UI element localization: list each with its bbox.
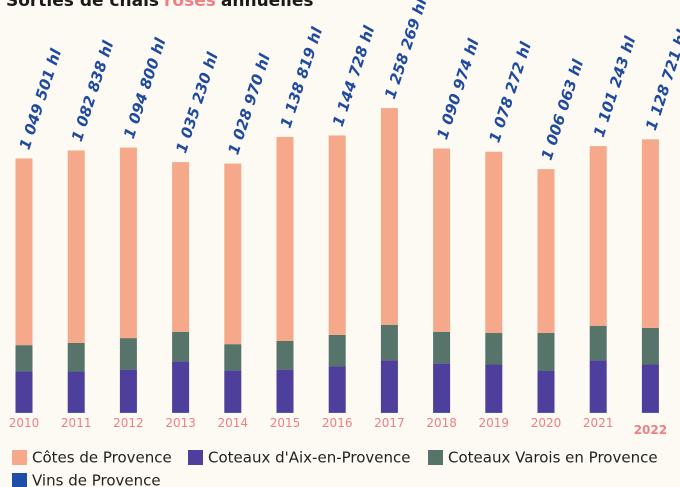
bar-segment [589, 412, 607, 413]
legend-label: Coteaux d'Aix-en-Provence [208, 449, 411, 467]
total-label: 1 138 819 hl [277, 24, 327, 130]
bar-segment [433, 412, 451, 413]
legend-swatch [188, 450, 203, 465]
bar-segment [119, 369, 137, 413]
x-tick-label: 2013 [165, 416, 196, 430]
bar-segment [119, 338, 137, 370]
legend-swatch [428, 450, 443, 465]
bar-segment [276, 136, 294, 342]
x-tick-label: 2015 [270, 416, 301, 430]
chart-title: Sorties de chais rosés annuelles [6, 0, 314, 11]
bar-segment [433, 363, 451, 413]
bar-segment [641, 139, 659, 328]
bar-segment [119, 412, 137, 413]
bar-segment [15, 371, 33, 413]
bar-segment [485, 364, 503, 413]
bar-segment [328, 135, 346, 335]
bar-segment [15, 158, 33, 346]
bar-segment [589, 325, 607, 361]
bar-segment [641, 412, 659, 413]
x-tick-label: 2016 [322, 416, 353, 430]
total-label: 1 258 269 hl [381, 0, 431, 101]
bar-segment [485, 333, 503, 365]
bar-segment [380, 108, 398, 325]
x-tick-label: 2014 [218, 416, 249, 430]
bar-segment [537, 333, 555, 371]
total-label: 1 094 800 hl [120, 35, 170, 141]
bar-segment [328, 334, 346, 367]
bar-segment [224, 412, 242, 413]
bar-segment [641, 364, 659, 413]
title-part: Sorties de chais [6, 0, 159, 11]
x-tick-label: 2012 [113, 416, 144, 430]
x-tick-label: 2010 [9, 416, 40, 430]
bar-segment [276, 369, 294, 413]
legend-swatch [12, 450, 27, 465]
bar-segment [67, 412, 85, 413]
bar-segment [433, 148, 451, 332]
bar-segment [433, 331, 451, 364]
total-label: 1 101 243 hl [590, 33, 640, 139]
bar-segment [67, 150, 85, 343]
bar-segment [67, 371, 85, 413]
legend-label: Côtes de Provence [32, 449, 172, 467]
total-label: 1 090 974 hl [433, 36, 483, 142]
bar-segment [15, 345, 33, 372]
bar-segment [119, 147, 137, 339]
total-label: 1 035 230 hl [172, 49, 222, 155]
bar-segment [172, 331, 190, 362]
bar-segment [224, 344, 242, 371]
bar-segment [380, 412, 398, 413]
total-label: 1 128 721 hl [642, 27, 680, 133]
bar-segment [67, 342, 85, 372]
x-tick-label: 2022 [634, 423, 667, 437]
total-label: 1 028 970 hl [224, 51, 274, 157]
bar-segment [172, 162, 190, 332]
bar-segment [380, 324, 398, 361]
bar-segment [15, 412, 33, 413]
bar-segment [224, 370, 242, 413]
total-label: 1 144 728 hl [329, 23, 379, 129]
bar-segment [328, 366, 346, 413]
bar-segment [537, 412, 555, 413]
title-part: annuelles [221, 0, 314, 11]
legend-label: Vins de Provence [32, 472, 161, 487]
legend-label: Coteaux Varois en Provence [448, 449, 658, 467]
total-label: 1 082 838 hl [68, 38, 118, 144]
bar-segment [172, 412, 190, 413]
bar-segment [276, 341, 294, 370]
legend-swatch [12, 473, 27, 487]
bar-segment [172, 361, 190, 413]
bar-segment [485, 151, 503, 334]
total-label: 1 078 272 hl [485, 39, 535, 145]
x-tick-label: 2021 [583, 416, 614, 430]
total-label: 1 006 063 hl [538, 57, 588, 163]
bar-segment [224, 163, 242, 345]
x-tick-label: 2019 [479, 416, 510, 430]
total-label: 1 049 501 hl [16, 46, 66, 152]
x-tick-label: 2020 [531, 416, 562, 430]
bar-segment [485, 412, 503, 413]
bar-segment [537, 370, 555, 413]
bar-segment [589, 360, 607, 413]
x-tick-label: 2017 [374, 416, 405, 430]
bar-segment [537, 169, 555, 334]
bar-segment [328, 412, 346, 413]
x-tick-label: 2011 [61, 416, 92, 430]
bar-segment [380, 360, 398, 413]
bar-segment [276, 412, 294, 413]
bar-segment [641, 327, 659, 365]
title-part: rosés [164, 0, 216, 11]
bar-segment [589, 146, 607, 326]
x-tick-label: 2018 [426, 416, 457, 430]
